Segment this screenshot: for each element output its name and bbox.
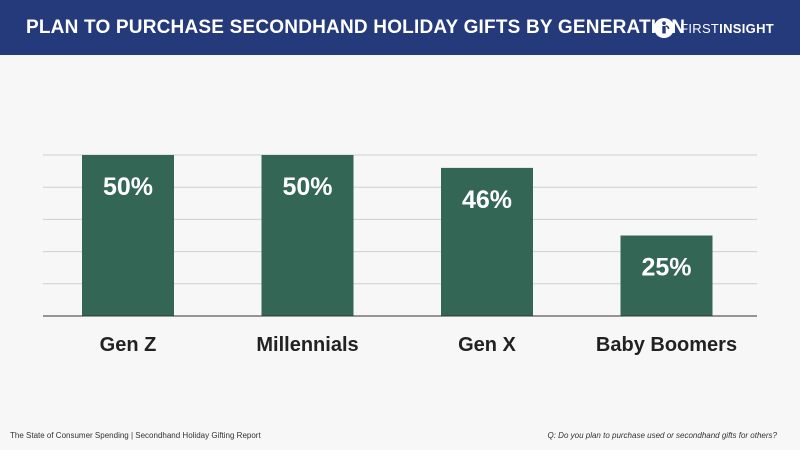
data-label-gen-z: 50%	[103, 173, 153, 201]
data-labels: 50% 50% 46% 25%	[103, 173, 692, 282]
category-labels: Gen Z Millennials Gen X Baby Boomers	[100, 334, 737, 356]
first-insight-logo-icon	[654, 18, 675, 38]
survey-question: Q: Do you plan to purchase used or secon…	[547, 431, 777, 440]
header-bar: PLAN TO PURCHASE SECONDHAND HOLIDAY GIFT…	[0, 0, 800, 55]
data-label-baby-boomers: 25%	[641, 254, 691, 282]
category-label-gen-z: Gen Z	[100, 334, 157, 356]
bar-gen-z	[82, 155, 174, 316]
bar-baby-boomers	[620, 235, 713, 316]
category-label-baby-boomers: Baby Boomers	[596, 334, 737, 356]
data-label-gen-x: 46%	[462, 186, 512, 214]
brand-logo: FIRSTINSIGHT	[654, 17, 774, 39]
data-label-millennials: 50%	[282, 173, 332, 201]
category-label-millennials: Millennials	[256, 334, 358, 356]
bar-chart: 50% 50% 46% 25% Gen Z Millennials Gen X Baby B…	[43, 154, 757, 356]
brand-name: FIRSTINSIGHT	[680, 20, 774, 36]
bar-gen-x	[441, 167, 533, 316]
bar-millennials	[261, 155, 354, 316]
source-note: The State of Consumer Spending | Secondh…	[10, 431, 261, 440]
category-label-gen-x: Gen X	[458, 334, 516, 356]
page-title: PLAN TO PURCHASE SECONDHAND HOLIDAY GIFT…	[26, 17, 686, 38]
bars	[82, 155, 713, 316]
